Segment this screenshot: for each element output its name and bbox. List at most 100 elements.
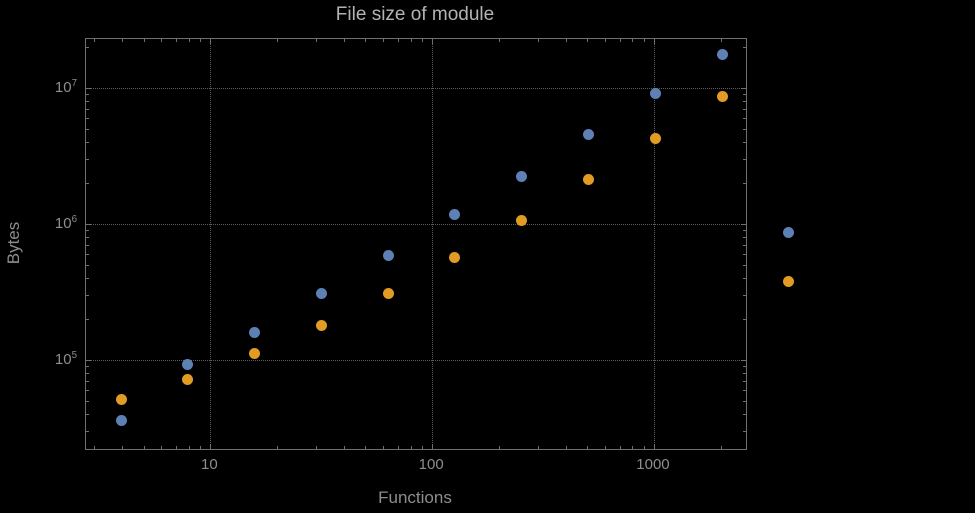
x-minor-tick bbox=[587, 446, 589, 449]
x-minor-tick bbox=[161, 446, 163, 449]
x-minor-tick bbox=[604, 446, 606, 449]
y-gridline bbox=[86, 223, 746, 225]
y-minor-tick bbox=[743, 430, 746, 432]
x-minor-tick bbox=[537, 446, 539, 449]
data-point-blue-series bbox=[783, 226, 795, 238]
chart-title: File size of module bbox=[335, 4, 495, 25]
x-major-tick bbox=[432, 39, 434, 44]
y-minor-tick bbox=[743, 94, 746, 96]
y-minor-tick bbox=[86, 244, 89, 246]
data-point-blue-series bbox=[249, 327, 261, 339]
y-minor-tick bbox=[86, 237, 89, 239]
data-point-orange-series bbox=[315, 320, 327, 332]
x-minor-tick bbox=[94, 39, 96, 42]
x-minor-tick bbox=[365, 446, 367, 449]
x-minor-tick bbox=[122, 446, 124, 449]
y-minor-tick bbox=[86, 109, 89, 111]
y-minor-tick bbox=[86, 118, 89, 120]
x-major-tick bbox=[210, 444, 212, 449]
y-minor-tick bbox=[86, 183, 89, 185]
data-point-blue-series bbox=[582, 128, 594, 140]
y-minor-tick bbox=[743, 277, 746, 279]
x-minor-tick bbox=[188, 446, 190, 449]
data-point-blue-series bbox=[649, 87, 661, 99]
y-minor-tick bbox=[86, 294, 89, 296]
y-minor-tick bbox=[743, 318, 746, 320]
x-minor-tick bbox=[343, 446, 345, 449]
plot-area bbox=[85, 38, 747, 450]
x-minor-tick bbox=[200, 446, 202, 449]
y-major-tick bbox=[86, 359, 91, 361]
y-minor-tick bbox=[86, 372, 89, 374]
data-point-orange-series bbox=[182, 374, 194, 386]
y-minor-tick bbox=[86, 101, 89, 103]
y-minor-tick bbox=[743, 237, 746, 239]
y-minor-tick bbox=[86, 159, 89, 161]
y-minor-tick bbox=[743, 400, 746, 402]
x-minor-tick bbox=[343, 39, 345, 42]
y-minor-tick bbox=[86, 142, 89, 144]
data-point-orange-series bbox=[449, 251, 461, 263]
y-minor-tick bbox=[86, 430, 89, 432]
y-tick-label: 106 bbox=[54, 213, 77, 232]
x-minor-tick bbox=[365, 39, 367, 42]
data-point-blue-series bbox=[382, 249, 394, 261]
data-point-orange-series bbox=[582, 173, 594, 185]
x-minor-tick bbox=[587, 39, 589, 42]
y-minor-tick bbox=[86, 94, 89, 96]
y-minor-tick bbox=[86, 230, 89, 232]
x-minor-tick bbox=[188, 39, 190, 42]
x-tick-label: 100 bbox=[418, 456, 444, 473]
x-minor-tick bbox=[537, 39, 539, 42]
x-minor-tick bbox=[410, 39, 412, 42]
x-minor-tick bbox=[397, 39, 399, 42]
x-axis-label: Functions bbox=[378, 488, 452, 507]
y-major-tick bbox=[741, 88, 746, 90]
y-minor-tick bbox=[743, 264, 746, 266]
x-minor-tick bbox=[720, 39, 722, 42]
y-minor-tick bbox=[86, 400, 89, 402]
y-tick-label: 105 bbox=[54, 349, 77, 368]
x-minor-tick bbox=[277, 39, 279, 42]
y-major-tick bbox=[86, 88, 91, 90]
x-tick-label: 1000 bbox=[636, 456, 670, 473]
x-major-tick bbox=[653, 39, 655, 44]
y-gridline bbox=[86, 359, 746, 361]
y-minor-tick bbox=[86, 380, 89, 382]
y-minor-tick bbox=[86, 389, 89, 391]
x-minor-tick bbox=[382, 446, 384, 449]
x-minor-tick bbox=[632, 39, 634, 42]
y-minor-tick bbox=[86, 128, 89, 130]
x-minor-tick bbox=[422, 39, 423, 42]
y-minor-tick bbox=[743, 142, 746, 144]
x-minor-tick bbox=[316, 39, 318, 42]
x-minor-tick bbox=[382, 39, 384, 42]
y-minor-tick bbox=[743, 254, 746, 256]
y-minor-tick bbox=[743, 118, 746, 120]
x-minor-tick bbox=[720, 446, 722, 449]
x-minor-tick bbox=[200, 39, 202, 42]
x-minor-tick bbox=[277, 446, 279, 449]
y-minor-tick bbox=[86, 318, 89, 320]
y-minor-tick bbox=[86, 47, 89, 49]
y-minor-tick bbox=[743, 109, 746, 111]
y-minor-tick bbox=[86, 365, 89, 367]
x-minor-tick bbox=[565, 39, 567, 42]
data-point-orange-series bbox=[115, 394, 127, 406]
data-point-orange-series bbox=[249, 347, 261, 359]
x-minor-tick bbox=[619, 446, 621, 449]
x-major-tick bbox=[210, 39, 212, 44]
data-point-orange-series bbox=[649, 132, 661, 144]
x-major-tick bbox=[653, 444, 655, 449]
data-point-blue-series bbox=[115, 415, 127, 427]
x-minor-tick bbox=[94, 446, 96, 449]
y-tick-label: 107 bbox=[54, 78, 77, 97]
y-gridline bbox=[86, 88, 746, 90]
x-minor-tick bbox=[643, 39, 645, 42]
y-minor-tick bbox=[86, 413, 89, 415]
y-minor-tick bbox=[743, 47, 746, 49]
x-minor-tick bbox=[604, 39, 606, 42]
